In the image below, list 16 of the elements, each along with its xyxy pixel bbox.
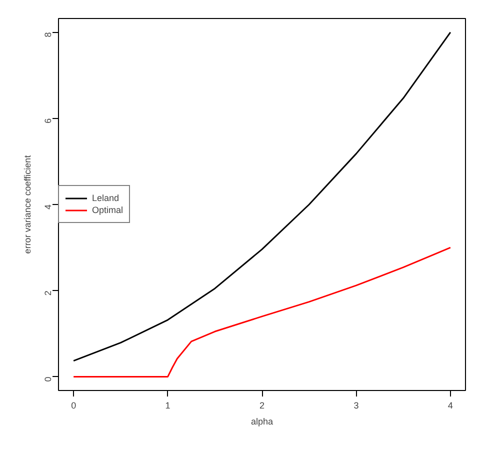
line-series	[72, 246, 452, 378]
legend-label: Leland	[92, 192, 120, 204]
x-tick-label: 3	[354, 400, 359, 410]
legend-label: Optimal	[92, 204, 124, 216]
x-tick-label: 0	[71, 400, 76, 410]
y-tick-label: 4	[43, 204, 53, 210]
x-tick-label: 4	[448, 400, 453, 410]
y-axis-title: error variance coefficient	[22, 154, 32, 254]
y-tick-label: 8	[43, 32, 53, 38]
y-tick-label: 6	[43, 118, 53, 124]
line-series	[72, 32, 452, 362]
x-tick-label: 2	[259, 400, 265, 410]
x-tick-label: 1	[165, 400, 170, 410]
x-axis-title: alpha	[250, 416, 274, 426]
y-tick-label: 2	[43, 290, 53, 296]
y-tick-label: 0	[43, 376, 53, 382]
